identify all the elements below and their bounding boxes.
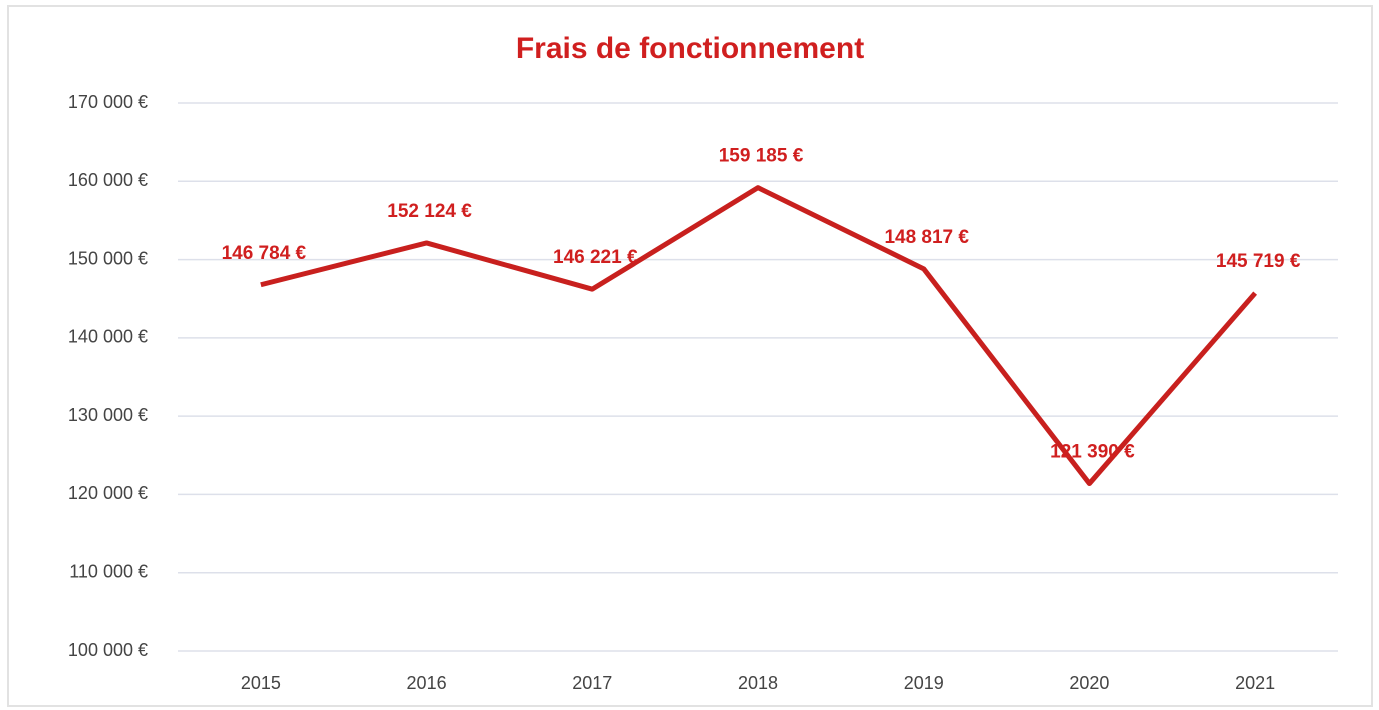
x-tick-label: 2018	[738, 673, 778, 693]
data-label: 159 185 €	[719, 146, 804, 167]
chart-title: Frais de fonctionnement	[516, 32, 864, 65]
data-label: 145 719 €	[1216, 251, 1301, 272]
y-tick-label: 170 000 €	[68, 92, 148, 112]
data-label: 148 817 €	[884, 227, 969, 248]
x-tick-label: 2017	[572, 673, 612, 693]
data-label: 152 124 €	[387, 201, 472, 222]
y-tick-label: 120 000 €	[68, 483, 148, 503]
y-tick-label: 140 000 €	[68, 327, 148, 347]
y-tick-label: 150 000 €	[68, 248, 148, 268]
data-label: 146 784 €	[222, 243, 307, 264]
data-label: 121 390 €	[1050, 442, 1135, 463]
x-tick-label: 2021	[1235, 673, 1275, 693]
x-tick-label: 2015	[241, 673, 281, 693]
x-tick-label: 2020	[1069, 673, 1109, 693]
y-tick-label: 110 000 €	[69, 561, 148, 581]
x-tick-label: 2019	[904, 673, 944, 693]
y-tick-label: 160 000 €	[68, 170, 148, 190]
x-tick-label: 2016	[407, 673, 447, 693]
y-tick-label: 130 000 €	[68, 405, 148, 425]
y-tick-label: 100 000 €	[68, 640, 148, 660]
data-label: 146 221 €	[553, 247, 638, 268]
line	[260, 185, 1258, 487]
chart-frame	[7, 5, 1373, 707]
